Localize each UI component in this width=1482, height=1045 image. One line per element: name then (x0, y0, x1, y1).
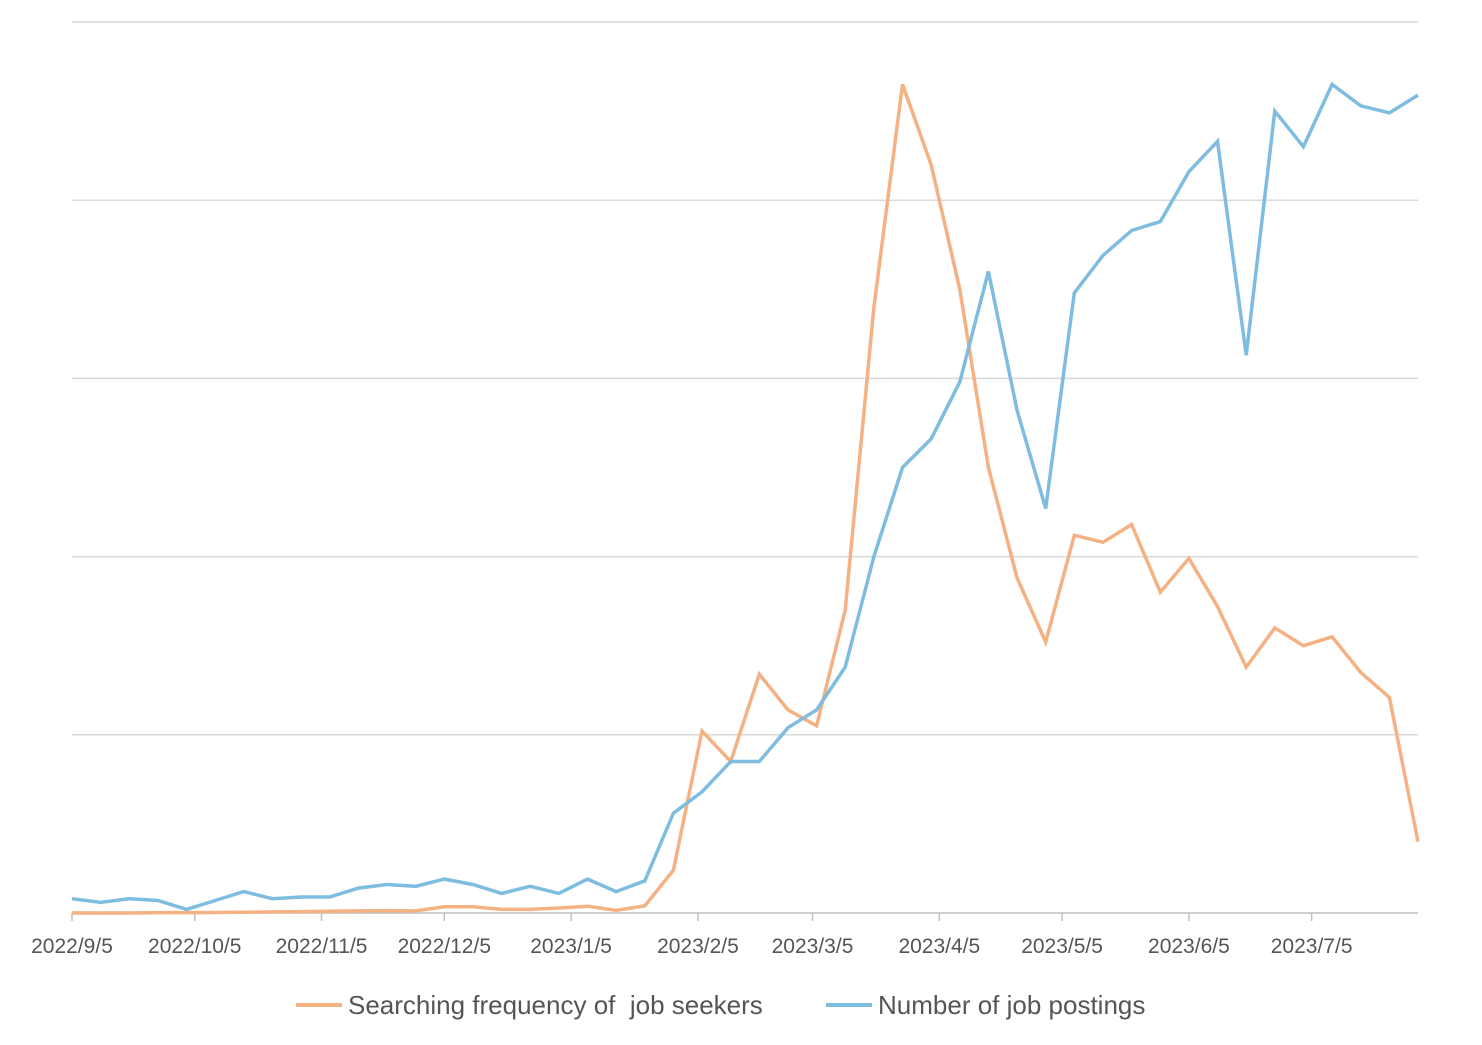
legend-item-searching-frequency: Searching frequency of job seekers (296, 990, 763, 1020)
x-tick-label: 2022/11/5 (276, 935, 368, 958)
legend-label-job-postings: Number of job postings (878, 990, 1145, 1020)
x-tick-label: 2022/9/5 (31, 935, 113, 958)
legend: Searching frequency of job seekers Numbe… (296, 990, 1145, 1020)
x-tick-labels: 2022/9/5 2022/10/5 2022/11/5 2022/12/5 2023/… (31, 935, 1352, 958)
series-line-job-postings (71, 81, 1419, 912)
x-tick-label: 2023/6/5 (1148, 935, 1230, 958)
x-tick-label: 2023/7/5 (1271, 935, 1353, 958)
x-tick-label: 2023/5/5 (1021, 935, 1103, 958)
series-lines (71, 81, 1420, 915)
series-line-searching-frequency (72, 83, 1420, 915)
x-tick-label: 2023/3/5 (772, 935, 854, 958)
x-tick-label: 2022/10/5 (148, 935, 241, 958)
legend-item-job-postings: Number of job postings (826, 990, 1145, 1020)
legend-label-searching-frequency: Searching frequency of job seekers (348, 990, 763, 1020)
gridlines (72, 21, 1418, 736)
x-tick-label: 2022/12/5 (398, 935, 491, 958)
x-axis (71, 912, 1418, 921)
x-tick-label: 2023/4/5 (898, 935, 980, 958)
x-tick-label: 2023/1/5 (530, 935, 612, 958)
x-tick-label: 2023/2/5 (657, 935, 739, 958)
